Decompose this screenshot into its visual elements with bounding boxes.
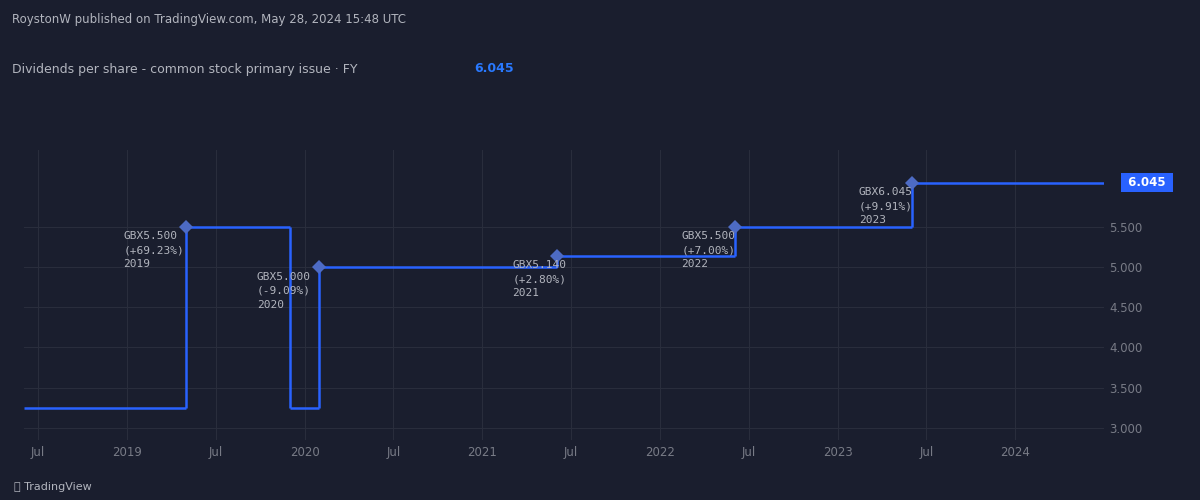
Text: RoystonW published on TradingView.com, May 28, 2024 15:48 UTC: RoystonW published on TradingView.com, M…: [12, 12, 406, 26]
Text: ⧊ TradingView: ⧊ TradingView: [14, 482, 92, 492]
Text: GBX5.500
(+7.00%)
2022: GBX5.500 (+7.00%) 2022: [682, 232, 736, 270]
Text: GBX5.140
(+2.80%)
2021: GBX5.140 (+2.80%) 2021: [512, 260, 566, 298]
Text: GBX5.500
(+69.23%)
2019: GBX5.500 (+69.23%) 2019: [124, 232, 185, 270]
Text: 6.045: 6.045: [1124, 176, 1170, 189]
Text: 6.045: 6.045: [474, 62, 514, 76]
Text: GBX6.045
(+9.91%)
2023: GBX6.045 (+9.91%) 2023: [859, 188, 913, 226]
Text: Dividends per share - common stock primary issue · FY: Dividends per share - common stock prima…: [12, 62, 366, 76]
Text: GBX5.000
(-9.09%)
2020: GBX5.000 (-9.09%) 2020: [257, 272, 311, 310]
